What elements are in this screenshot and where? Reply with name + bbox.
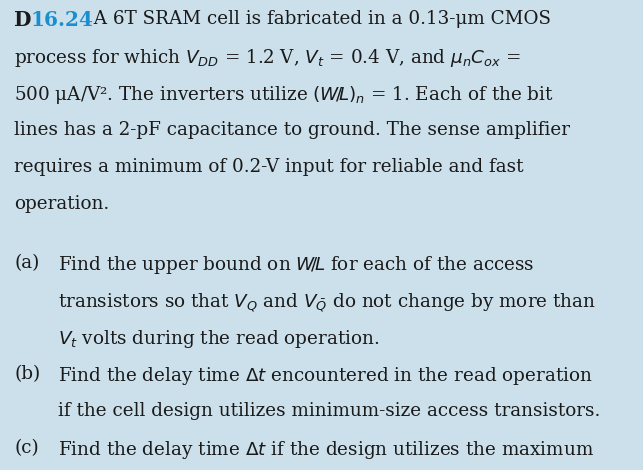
Text: D: D (14, 10, 32, 30)
Text: $V_t$ volts during the read operation.: $V_t$ volts during the read operation. (58, 328, 379, 350)
Text: (c): (c) (14, 439, 39, 457)
Text: (a): (a) (14, 254, 39, 272)
Text: requires a minimum of 0.2-V input for reliable and fast: requires a minimum of 0.2-V input for re… (14, 158, 523, 176)
Text: process for which $V_{DD}$ = 1.2 V, $V_t$ = 0.4 V, and $\mu_n C_{ox}$ =: process for which $V_{DD}$ = 1.2 V, $V_t… (14, 47, 521, 69)
Text: A 6T SRAM cell is fabricated in a 0.13-μm CMOS: A 6T SRAM cell is fabricated in a 0.13-μ… (82, 10, 551, 28)
Text: 16.24: 16.24 (31, 10, 94, 30)
Text: Find the delay time $\Delta t$ if the design utilizes the maximum: Find the delay time $\Delta t$ if the de… (58, 439, 594, 461)
Text: operation.: operation. (14, 195, 109, 213)
Text: Find the upper bound on $W\!/\!L$ for each of the access: Find the upper bound on $W\!/\!L$ for ea… (58, 254, 534, 276)
Text: 500 μA/V². The inverters utilize $(W\!/\!L)_n$ = 1. Each of the bit: 500 μA/V². The inverters utilize $(W\!/\… (14, 84, 554, 106)
Text: (b): (b) (14, 365, 41, 383)
Text: lines has a 2-pF capacitance to ground. The sense amplifier: lines has a 2-pF capacitance to ground. … (14, 121, 570, 139)
Text: Find the delay time $\Delta t$ encountered in the read operation: Find the delay time $\Delta t$ encounter… (58, 365, 593, 387)
Text: transistors so that $V_Q$ and $V_{\bar{Q}}$ do not change by more than: transistors so that $V_Q$ and $V_{\bar{Q… (58, 291, 596, 313)
Text: if the cell design utilizes minimum-size access transistors.: if the cell design utilizes minimum-size… (58, 402, 601, 420)
